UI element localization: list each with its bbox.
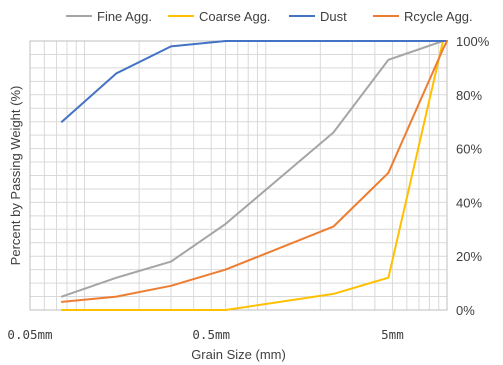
y-tick-label: 100%	[456, 34, 490, 49]
series-line-rcycle-agg	[60, 40, 448, 303]
legend-label: Fine Agg.	[97, 9, 152, 24]
gridlines	[29, 40, 448, 311]
x-tick-label: 0.5mm	[192, 327, 230, 342]
series-layer	[60, 40, 448, 311]
x-tick-label: 5mm	[381, 327, 404, 342]
legend-label: Rcycle Agg.	[404, 9, 473, 24]
x-tick-label: 0.05mm	[7, 327, 52, 342]
x-axis-title: Grain Size (mm)	[191, 347, 286, 362]
series-line-fine-agg	[60, 40, 448, 298]
y-tick-label: 20%	[456, 249, 482, 264]
y-tick-label: 0%	[456, 303, 475, 318]
series-line-dust	[60, 40, 448, 123]
legend: Fine Agg. Coarse Agg. Dust Rcycle Agg.	[66, 9, 473, 24]
y-tick-label: 60%	[456, 142, 482, 157]
y-tick-label: 40%	[456, 195, 482, 210]
y-tick-labels: 0% 20% 40% 60% 80% 100%	[456, 34, 490, 318]
y-tick-label: 80%	[456, 88, 482, 103]
x-tick-labels: 0.05mm 0.5mm 5mm	[7, 327, 403, 342]
y-axis-title: Percent by Passing Weight (%)	[8, 86, 23, 266]
legend-label: Coarse Agg.	[199, 9, 271, 24]
legend-label: Dust	[320, 9, 347, 24]
